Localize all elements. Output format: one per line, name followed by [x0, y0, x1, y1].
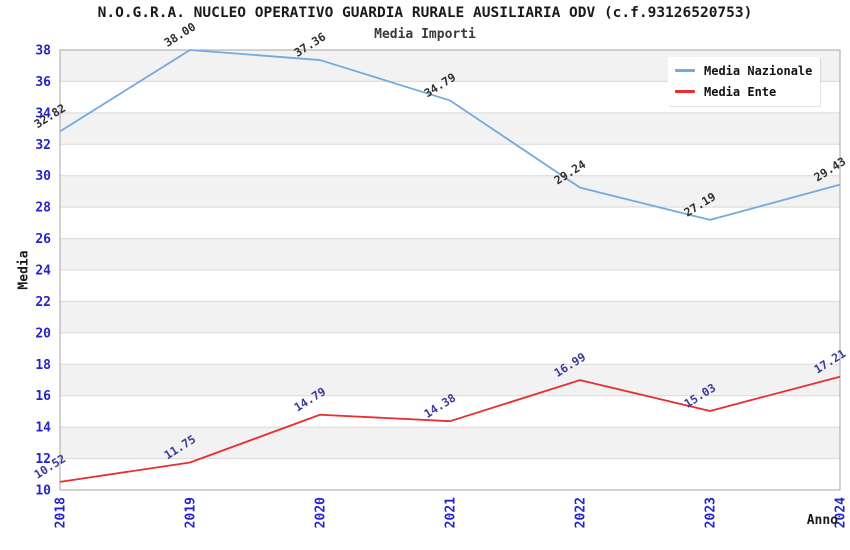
- x-tick-label: 2022: [574, 497, 589, 528]
- legend-item-media-nazionale: Media Nazionale: [675, 62, 812, 79]
- series-line-media-ente: [59, 375, 841, 483]
- legend-swatch-nazionale-icon: [675, 69, 695, 72]
- y-tick-label: 28: [35, 201, 51, 216]
- legend: Media Nazionale Media Ente: [668, 57, 821, 106]
- x-axis-title: Anno: [806, 513, 838, 528]
- grid-band: [60, 112, 840, 145]
- y-tick-label: 30: [35, 169, 51, 184]
- y-tick-label: 26: [35, 232, 51, 247]
- x-tick-label: 2024: [834, 497, 849, 528]
- y-tick-label: 38: [35, 44, 51, 59]
- x-tick-label: 2018: [54, 497, 69, 528]
- chart-title: N.O.G.R.A. NUCLEO OPERATIVO GUARDIA RURA…: [97, 5, 753, 21]
- y-tick-label: 24: [35, 264, 51, 279]
- y-tick-label: 16: [35, 389, 51, 404]
- y-tick-label: 14: [35, 421, 51, 436]
- y-tick-label: 12: [35, 452, 51, 467]
- grid-band: [60, 238, 840, 270]
- grid-band: [60, 364, 840, 396]
- x-tick-label: 2019: [184, 497, 199, 528]
- series-line-media-nazionale: [59, 49, 841, 221]
- grid-band: [60, 175, 840, 208]
- y-tick-label: 34: [35, 106, 51, 121]
- y-tick-label: 10: [35, 484, 51, 499]
- y-tick-label: 32: [35, 138, 51, 153]
- y-tick-label: 22: [35, 295, 51, 310]
- grid-band: [60, 301, 840, 333]
- legend-label-ente: Media Ente: [704, 84, 777, 99]
- chart-subtitle: Media Importi: [374, 27, 476, 42]
- grid-band: [60, 427, 840, 459]
- x-tick-label: 2020: [314, 497, 329, 528]
- x-tick-label: 2023: [704, 497, 719, 528]
- y-tick-label: 36: [35, 75, 51, 90]
- x-tick-label: 2021: [444, 497, 459, 528]
- legend-item-media-ente: Media Ente: [675, 83, 812, 100]
- legend-swatch-ente-icon: [675, 90, 695, 93]
- y-tick-label: 18: [35, 358, 51, 373]
- y-tick-label: 20: [35, 326, 51, 341]
- legend-label-nazionale: Media Nazionale: [704, 63, 813, 78]
- y-axis-title: Media: [16, 250, 32, 290]
- plot-frame: [59, 49, 841, 491]
- point-label: 38.00: [161, 19, 198, 49]
